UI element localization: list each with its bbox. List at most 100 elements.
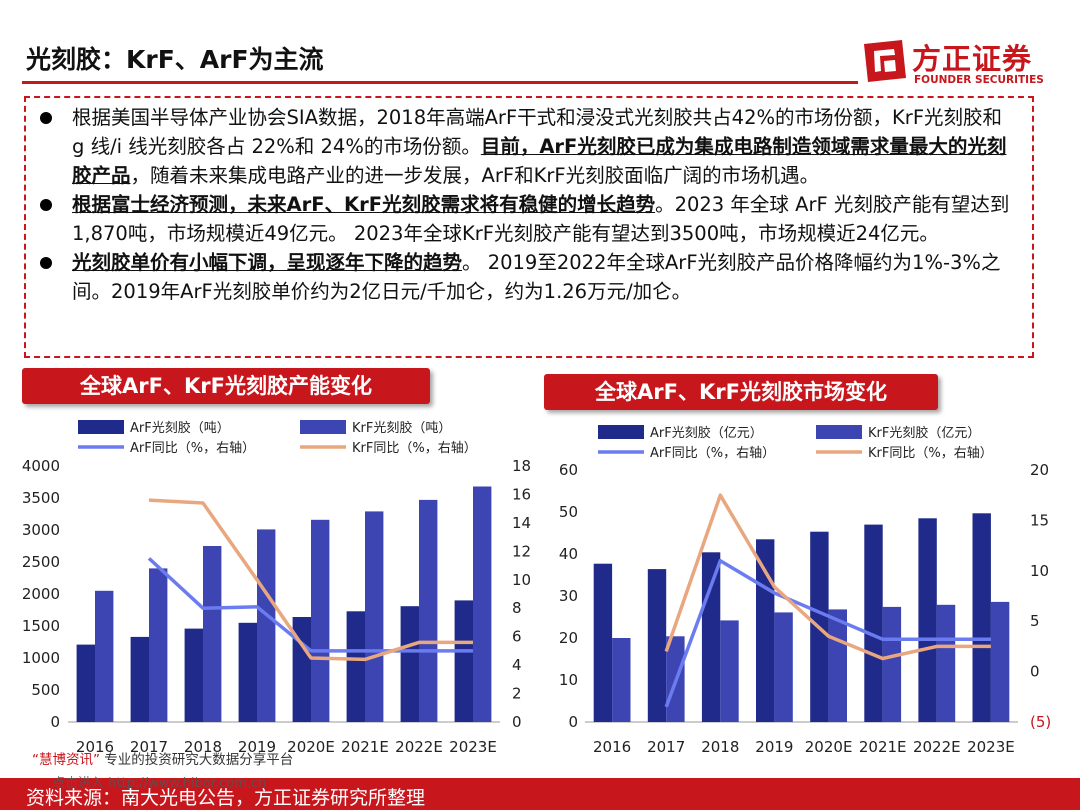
watermark-link[interactable]: 点击进入 http://www.hibor.com.cn: [52, 776, 267, 791]
market-chart: 0 10 20 30 40 50 60 (5) 0 5 10 15 20 2016 2017 2018 2019…: [559, 425, 1051, 756]
x-tick-label: 2023E: [449, 738, 497, 756]
legend-swatch: [816, 425, 862, 439]
logo-name-en: FOUNDER SECURITIES: [914, 74, 1044, 86]
y2-tick-label: (5): [1030, 713, 1051, 731]
y-tick-label: 2000: [22, 585, 60, 603]
series-line: [148, 498, 473, 662]
bar: [990, 601, 1010, 722]
watermark-text: 专业的投资研究大数据分享平台: [104, 752, 294, 768]
y-tick-label: 1500: [22, 617, 60, 635]
chart-2-title: 全球ArF、KrF光刻胶市场变化: [544, 374, 938, 410]
bullet-emphasis: 目前，ArF光刻胶已成为集成电路制造领域需求量最大的光刻胶产品: [72, 135, 1007, 187]
bullet-text: 。 2019至2022年全球ArF光刻胶产品价格降幅约为1%-3%之间。2019…: [72, 251, 1001, 303]
x-tick-label: 2020E: [805, 738, 853, 756]
legend-swatch: [78, 420, 124, 434]
bullet-dot-icon: [40, 112, 52, 124]
bullet-emphasis: 根据富士经济预测，未来ArF、KrF光刻胶需求将有稳健的增长趋势: [72, 193, 656, 216]
series-line: [664, 558, 991, 708]
y2-tick-label: 0: [1030, 663, 1040, 681]
bar: [238, 622, 257, 722]
legend-label: KrF光刻胶（亿元）: [868, 425, 980, 441]
x-tick-label: 2023E: [967, 738, 1015, 756]
series-line: [664, 493, 991, 661]
bullet-dot-icon: [40, 199, 52, 211]
legend-label: KrF光刻胶（吨）: [352, 420, 451, 436]
company-logo: 方正证券 FOUNDER SECURITIES: [862, 34, 1052, 90]
x-tick-label: 2021E: [341, 738, 389, 756]
y2-tick-label: 5: [1030, 612, 1040, 630]
y2-tick-label: 16: [512, 485, 531, 503]
bar: [292, 617, 311, 722]
legend-label: ArF同比（%，右轴）: [650, 446, 775, 461]
y2-tick-label: 2: [512, 685, 522, 703]
x-tick-label: 2022E: [395, 738, 443, 756]
legend-swatch: [598, 425, 644, 439]
bar: [311, 519, 330, 722]
y2-tick-label: 20: [1030, 461, 1049, 479]
footer-bar: 资料来源：南大光电公告，方正证券研究所整理: [0, 778, 1080, 810]
bar: [419, 499, 438, 722]
bar: [720, 620, 739, 722]
y-tick-label: 3000: [22, 521, 60, 539]
bar: [130, 636, 149, 722]
capacity-chart: 0 500 1000 1500 2000 2500 3000 3500 4000 0 2 4 6 8 10 1…: [22, 420, 531, 756]
bullet-item: 根据富士经济预测，未来ArF、KrF光刻胶需求将有稳健的增长趋势。2023 年全…: [40, 190, 1020, 248]
title-divider: [22, 81, 858, 84]
summary-box: 根据美国半导体产业协会SIA数据，2018年高端ArF干式和浸没式光刻胶共占42…: [24, 96, 1034, 358]
y2-tick-label: 18: [512, 457, 531, 475]
legend-label: ArF光刻胶（吨）: [130, 420, 230, 436]
bullet-text: ，随着未来集成电路产业的进一步发展，ArF和KrF光刻胶面临广阔的市场机遇。: [130, 164, 820, 187]
y-tick-label: 0: [50, 713, 60, 731]
y-tick-label: 60: [559, 461, 578, 479]
y-tick-label: 500: [31, 681, 60, 699]
bar: [365, 511, 384, 722]
y-tick-label: 4000: [22, 457, 60, 475]
x-tick-label: 2018: [701, 738, 739, 756]
y-tick-label: 50: [559, 503, 578, 521]
y2-tick-label: 8: [512, 599, 522, 617]
bar: [400, 606, 419, 722]
bar: [454, 600, 473, 722]
y2-tick-label: 0: [512, 713, 522, 731]
y-tick-label: 40: [559, 545, 578, 563]
y2-tick-label: 10: [512, 571, 531, 589]
bar: [76, 644, 95, 722]
watermark-quote: “慧博资讯”: [32, 752, 100, 768]
bullet-text: 根据美国半导体产业协会SIA数据，2018年高端ArF干式和浸没式光刻胶共占42…: [72, 106, 1003, 158]
y-tick-label: 20: [559, 629, 578, 647]
y-tick-label: 3500: [22, 489, 60, 507]
x-tick-label: 2022E: [913, 738, 961, 756]
bullet-item: 根据美国半导体产业协会SIA数据，2018年高端ArF干式和浸没式光刻胶共占42…: [40, 103, 1020, 190]
bar: [184, 628, 203, 722]
chart-1-title: 全球ArF、KrF光刻胶产能变化: [22, 368, 430, 404]
bar: [918, 518, 937, 722]
y2-tick-label: 12: [512, 542, 531, 560]
x-tick-label: 2017: [130, 738, 168, 756]
bar: [203, 546, 222, 722]
x-tick-label: 2021E: [859, 738, 907, 756]
page-title: 光刻胶：KrF、ArF为主流: [26, 45, 324, 74]
bar: [346, 611, 365, 722]
y-tick-label: 30: [559, 587, 578, 605]
bar: [257, 529, 276, 722]
source-note: 资料来源：南大光电公告，方正证券研究所整理: [26, 787, 426, 809]
bar: [864, 524, 883, 722]
bar: [701, 552, 721, 722]
bar: [882, 606, 902, 722]
bullet-dot-icon: [40, 257, 52, 269]
x-tick-label: 2017: [647, 738, 685, 756]
x-tick-label: 2016: [593, 738, 631, 756]
y2-tick-label: 4: [512, 656, 522, 674]
legend-label: ArF同比（%，右轴）: [130, 441, 255, 456]
y-tick-label: 10: [559, 671, 578, 689]
logo-name-cn: 方正证券: [912, 42, 1033, 76]
bar: [972, 513, 991, 722]
series-line: [147, 557, 473, 653]
bar: [756, 539, 775, 722]
bar: [612, 638, 631, 722]
x-tick-label: 2020E: [287, 738, 335, 756]
legend-label: KrF同比（%，右轴）: [352, 441, 477, 456]
legend-label: ArF光刻胶（亿元）: [650, 425, 763, 441]
bar: [149, 568, 168, 722]
y-tick-label: 0: [568, 713, 578, 731]
